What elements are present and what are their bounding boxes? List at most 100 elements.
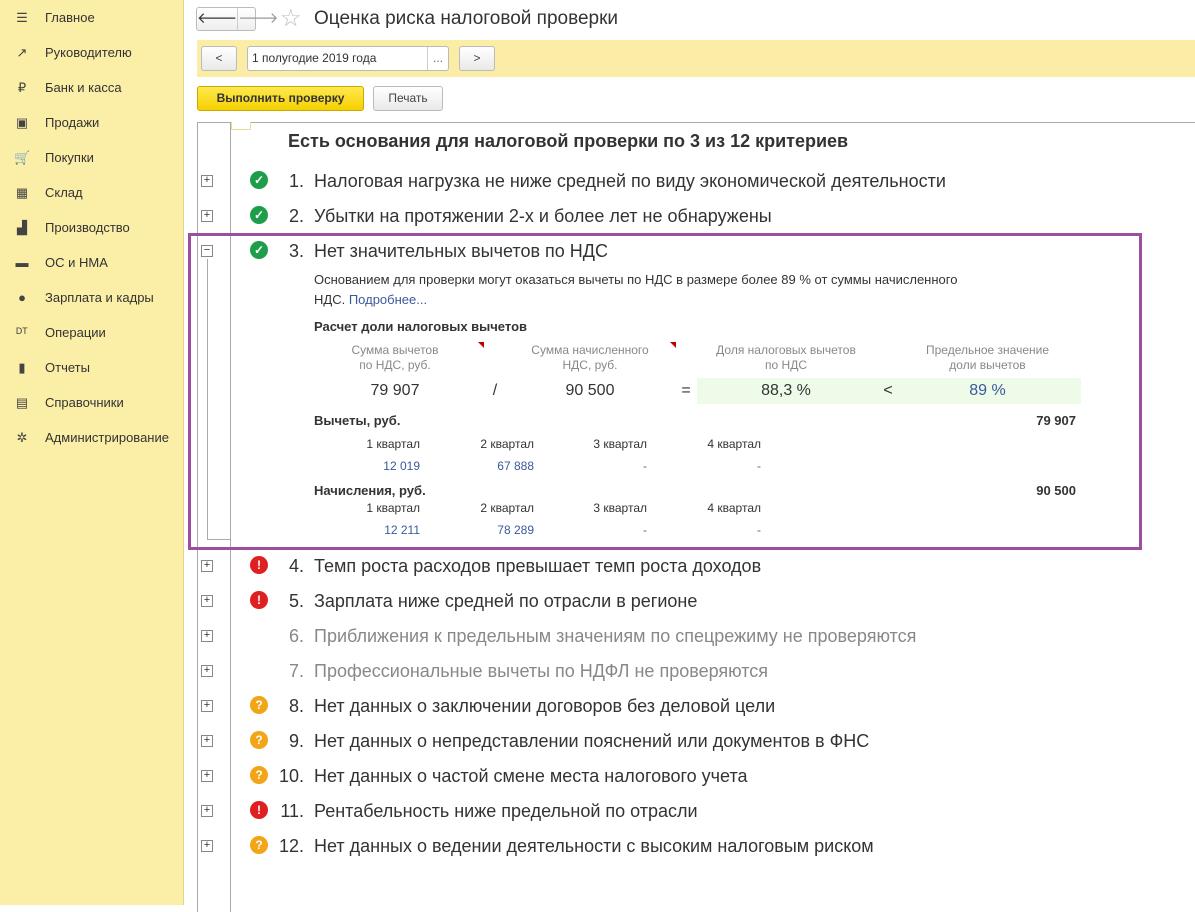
criterion-number: 11. bbox=[280, 801, 304, 821]
deductions-value: 79 907 bbox=[370, 382, 420, 399]
sidebar-item[interactable]: ↗ Руководителю bbox=[0, 35, 184, 70]
criterion-row: +? 10. Нет данных о частой смене места нал… bbox=[0, 766, 1000, 796]
page-title: Оценка риска налоговой проверки bbox=[314, 8, 619, 29]
expand-icon[interactable]: + bbox=[201, 630, 213, 642]
period-value: 1 полугодие 2019 года bbox=[252, 51, 377, 65]
truck-icon: ▬ bbox=[15, 255, 29, 270]
accruals-quarter-value[interactable]: 12 211 bbox=[384, 523, 420, 537]
sidebar-item-label: Производство bbox=[45, 220, 130, 235]
trend-icon: ↗ bbox=[16, 44, 28, 60]
books-icon: ▤ bbox=[15, 394, 29, 410]
sidebar-item[interactable]: ▮ Отчеты bbox=[0, 350, 184, 385]
next-period-button[interactable]: > bbox=[459, 46, 495, 71]
bag-icon: ▣ bbox=[15, 114, 29, 130]
expand-icon[interactable]: + bbox=[201, 665, 213, 677]
expand-icon[interactable]: + bbox=[201, 840, 213, 852]
sidebar-item[interactable]: ▣ Продажи bbox=[0, 105, 184, 140]
sidebar-item[interactable]: ✲ Администрирование bbox=[0, 420, 184, 455]
expand-icon[interactable]: + bbox=[201, 805, 213, 817]
expand-icon[interactable]: + bbox=[201, 210, 213, 222]
deductions-quarter-value[interactable]: 12 019 bbox=[383, 459, 420, 473]
criterion-text: Нет данных о непредставлении пояснений и… bbox=[314, 731, 870, 751]
question-circle-icon: ? bbox=[250, 766, 268, 784]
sidebar-item-label: Продажи bbox=[45, 115, 100, 130]
criterion-row: +! 5. Зарплата ниже средней по отрасли в р… bbox=[0, 591, 1000, 621]
sidebar-item[interactable]: ▦ Склад bbox=[0, 175, 184, 210]
deductions-title: Вычеты, руб. bbox=[314, 413, 401, 428]
expand-icon[interactable]: + bbox=[201, 175, 213, 187]
run-check-button[interactable]: Выполнить проверку bbox=[197, 86, 364, 111]
quarter-label: 2 квартал bbox=[480, 501, 534, 515]
expand-icon[interactable]: + bbox=[201, 735, 213, 747]
sidebar-item[interactable]: ● Зарплата и кадры bbox=[0, 280, 184, 315]
result-highlight bbox=[697, 378, 1081, 404]
results-panel bbox=[197, 122, 1195, 912]
question-circle-icon: ? bbox=[250, 731, 268, 749]
sidebar-item[interactable]: ᴰᵀ Операции bbox=[0, 315, 184, 350]
deductions-quarter-value: - bbox=[757, 459, 761, 473]
more-link[interactable]: Подробнее... bbox=[348, 292, 428, 307]
quarter-label: 4 квартал bbox=[707, 501, 761, 515]
calc-title: Расчет доли налоговых вычетов bbox=[314, 319, 527, 334]
divider bbox=[230, 122, 231, 912]
criterion-text: Темп роста расходов превышает темп роста… bbox=[314, 556, 762, 576]
choose-period-button[interactable]: ... bbox=[427, 47, 448, 70]
criterion-number: 9. bbox=[288, 731, 304, 751]
criterion-row: +! 4. Темп роста расходов превышает темп р… bbox=[0, 556, 1000, 586]
limit-value: 89 % bbox=[969, 382, 1006, 399]
criterion-number: 8. bbox=[288, 696, 304, 716]
sidebar-item-label: Покупки bbox=[45, 150, 94, 165]
gear-icon: ✲ bbox=[16, 429, 28, 445]
criterion-text: Зарплата ниже средней по отрасли в регио… bbox=[314, 591, 698, 611]
accruals-quarter-value[interactable]: 78 289 bbox=[497, 523, 534, 537]
criterion-row: +7. Профессиональные вычеты по НДФЛ не пр… bbox=[0, 661, 1000, 691]
criterion-number: 5. bbox=[288, 591, 304, 611]
sidebar-item[interactable]: 🛒 Покупки bbox=[0, 140, 184, 175]
expand-icon[interactable]: + bbox=[201, 560, 213, 572]
description-text: Основанием для проверки могут оказаться … bbox=[314, 272, 958, 307]
criterion-text: Рентабельность ниже предельной по отрасл… bbox=[314, 801, 698, 821]
deductions-quarter-value[interactable]: 67 888 bbox=[497, 459, 534, 473]
quarter-label: 3 квартал bbox=[593, 437, 647, 451]
sidebar-item-label: Склад bbox=[45, 185, 83, 200]
criterion-description: Основанием для проверки могут оказаться … bbox=[314, 270, 974, 310]
tree-line bbox=[207, 259, 208, 539]
sidebar-item[interactable]: ₽ Банк и касса bbox=[0, 70, 184, 105]
criterion-text: Нет данных о частой смене места налогово… bbox=[314, 766, 748, 786]
criterion-row: + ✓ 2. Убытки на протяжении 2-х и более лет… bbox=[0, 206, 1000, 236]
criterion-number: 7. bbox=[288, 661, 304, 681]
criterion-row: − ✓ 3. Нет значительных вычетов по НДС bbox=[0, 241, 1000, 271]
expand-icon[interactable]: + bbox=[201, 700, 213, 712]
sidebar-item[interactable]: ▟ Производство bbox=[0, 210, 184, 245]
period-input[interactable]: 1 полугодие 2019 года... bbox=[247, 46, 449, 71]
sidebar-item[interactable]: ▬ ОС и НМА bbox=[0, 245, 184, 280]
tab-marker bbox=[231, 122, 251, 130]
question-circle-icon: ? bbox=[250, 696, 268, 714]
titlebar: 🡐 🡒 ☆ Оценка риска налоговой проверки bbox=[185, 0, 1195, 38]
back-arrow-icon[interactable]: 🡐 bbox=[197, 10, 238, 27]
accruals-quarter-value: - bbox=[757, 523, 761, 537]
criterion-row: +? 12. Нет данных о ведении деятельности с… bbox=[0, 836, 1000, 866]
quarter-label: 2 квартал bbox=[480, 437, 534, 451]
favorite-star-icon[interactable]: ☆ bbox=[280, 5, 302, 32]
sidebar-item-label: Операции bbox=[45, 325, 106, 340]
sidebar-item[interactable]: ☰ Главное bbox=[0, 0, 184, 35]
col-deductions-header: Сумма вычетов по НДС, руб. bbox=[351, 343, 439, 372]
expand-icon[interactable]: + bbox=[201, 595, 213, 607]
check-circle-icon: ✓ bbox=[250, 241, 268, 259]
expand-icon[interactable]: + bbox=[201, 770, 213, 782]
collapse-icon[interactable]: − bbox=[201, 245, 213, 257]
sidebar-item[interactable]: ▤ Справочники bbox=[0, 385, 184, 420]
person-icon: ● bbox=[18, 290, 26, 305]
criterion-row: + ✓ 1. Налоговая нагрузка не ниже средней п… bbox=[0, 171, 1000, 201]
check-circle-icon: ✓ bbox=[250, 206, 268, 224]
sidebar-item-label: Отчеты bbox=[45, 360, 90, 375]
print-button[interactable]: Печать bbox=[373, 86, 443, 111]
note-marker-icon bbox=[478, 342, 484, 348]
prev-period-button[interactable]: < bbox=[201, 46, 237, 71]
error-circle-icon: ! bbox=[250, 556, 268, 574]
less-than-sign: < bbox=[883, 382, 893, 399]
forward-arrow-icon[interactable]: 🡒 bbox=[237, 8, 278, 30]
accruals-quarter-value: - bbox=[643, 523, 647, 537]
criterion-number: 1. bbox=[288, 171, 304, 191]
